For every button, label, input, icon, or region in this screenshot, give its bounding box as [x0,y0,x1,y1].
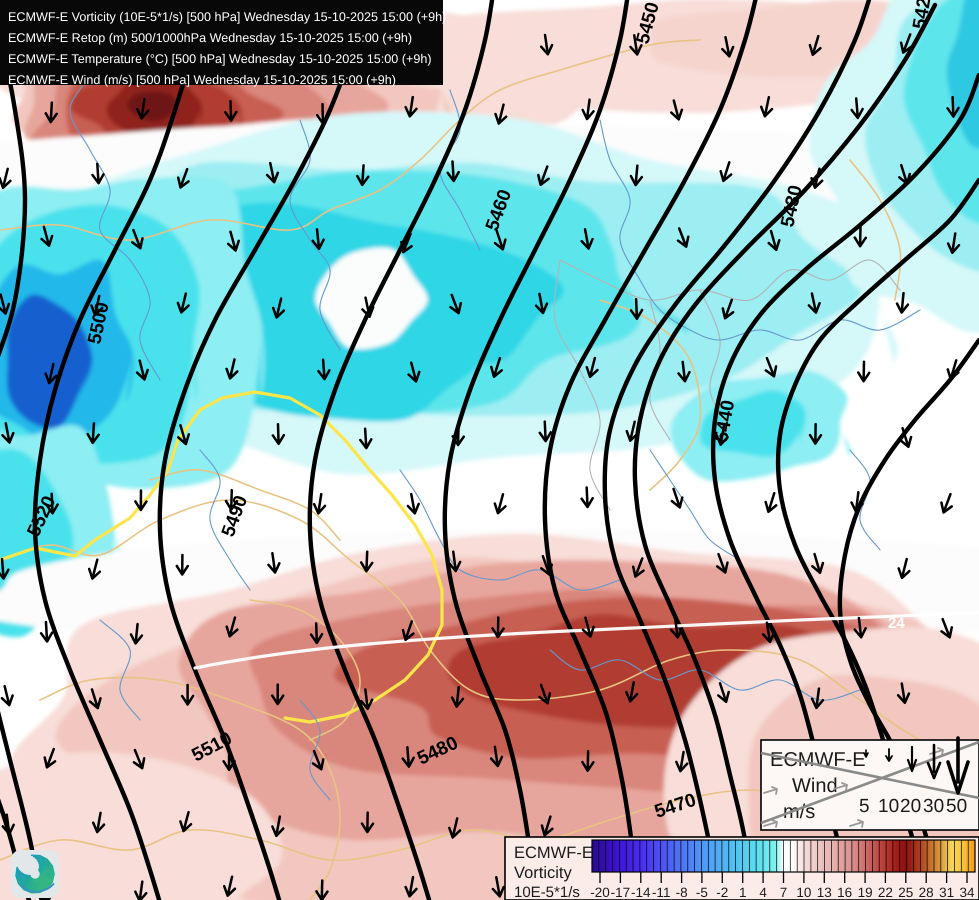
svg-text:13: 13 [817,885,832,900]
svg-text:ECMWF-E Temperature (°C) [500: ECMWF-E Temperature (°C) [500 hPa] Wedne… [8,52,432,66]
svg-text:Wind: Wind [792,775,838,797]
svg-text:ECMWF-E Retop (m) 500/1000hPa: ECMWF-E Retop (m) 500/1000hPa Wednesday … [8,31,412,45]
svg-text:34: 34 [959,885,975,900]
svg-text:31: 31 [939,885,954,900]
svg-text:16: 16 [837,885,852,900]
svg-text:-2: -2 [716,885,728,900]
svg-text:10: 10 [878,796,899,817]
svg-text:30: 30 [923,796,944,817]
svg-text:7: 7 [780,885,788,900]
svg-text:25: 25 [898,885,913,900]
svg-text:-20: -20 [590,885,610,900]
svg-text:-14: -14 [631,885,651,900]
svg-text:10E-5*1/s: 10E-5*1/s [514,884,580,900]
svg-text:10: 10 [796,885,811,900]
svg-text:1: 1 [739,885,747,900]
svg-text:19: 19 [858,885,873,900]
svg-text:5: 5 [859,796,870,817]
svg-text:20: 20 [900,796,921,817]
svg-text:Vorticity: Vorticity [514,864,573,882]
svg-text:-11: -11 [652,885,671,900]
svg-text:-5: -5 [696,885,708,900]
svg-text:4: 4 [759,885,767,900]
svg-text:ECMWF-E Vorticity (10E-5*1/s): ECMWF-E Vorticity (10E-5*1/s) [500 hPa] … [8,10,446,24]
svg-text:50: 50 [946,796,967,817]
svg-text:ECMWF-E Wind (m/s) [500 hPa] W: ECMWF-E Wind (m/s) [500 hPa] Wednesday 1… [8,73,396,87]
svg-text:22: 22 [878,885,893,900]
svg-text:ECMWF-E: ECMWF-E [514,844,593,862]
svg-text:24: 24 [888,615,905,632]
svg-text:-17: -17 [611,885,631,900]
svg-text:-8: -8 [676,885,688,900]
svg-text:28: 28 [919,885,934,900]
svg-text:ECMWF-E: ECMWF-E [770,749,866,771]
